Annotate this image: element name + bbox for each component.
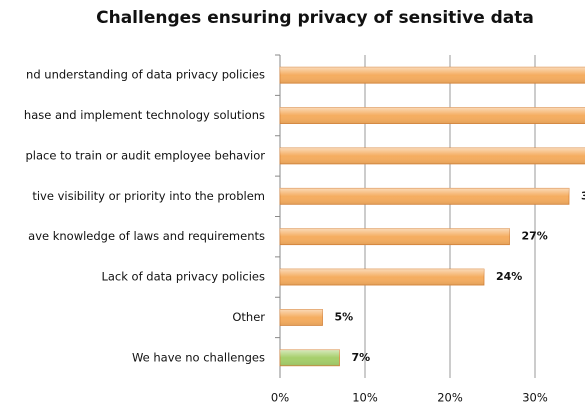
y-tick-label: place to train or audit employee behavio… [25,148,265,162]
value-label: 27% [522,230,548,243]
y-tick-label: nd understanding of data privacy policie… [26,68,265,82]
bar-shine [280,188,569,205]
y-tick-label: Other [232,310,265,324]
y-tick-label: Lack of data privacy policies [101,270,265,284]
x-tick-label: 10% [352,391,378,405]
bar-shine [280,107,585,124]
value-label: 7% [352,351,371,364]
bar-shine [280,269,484,286]
y-tick-label: hase and implement technology solutions [24,108,265,122]
bar-shine [280,67,585,84]
chart-title: Challenges ensuring privacy of sensitive… [96,8,534,28]
y-tick-label: ave knowledge of laws and requirements [28,229,265,243]
y-tick-label: We have no challenges [132,350,265,364]
value-label: 34% [581,189,585,202]
bar-shine [280,309,323,326]
x-tick-label: 0% [271,391,289,405]
value-label: 24% [496,270,522,283]
bar-shine [280,228,510,245]
value-label: 5% [335,310,354,323]
bar-shine [280,349,340,366]
x-tick-label: 30% [522,391,548,405]
y-tick-label: tive visibility or priority into the pro… [32,189,265,203]
x-tick-label: 20% [437,391,463,405]
bar-shine [280,147,585,164]
